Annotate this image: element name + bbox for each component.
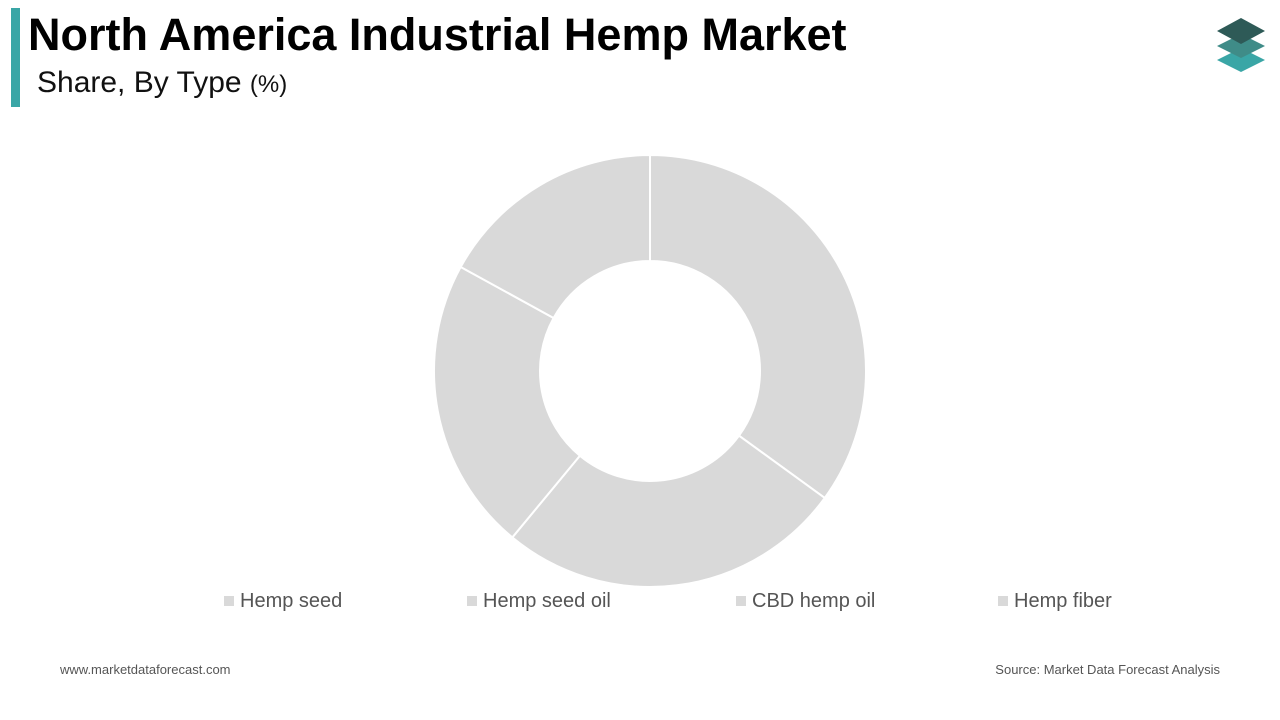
legend-swatch: [224, 596, 234, 606]
donut-slice-hemp-fiber: [459, 153, 651, 320]
legend-label: Hemp seed: [240, 589, 343, 612]
legend-label: Hemp fiber: [1014, 589, 1112, 612]
footer-source: Source: Market Data Forecast Analysis: [995, 662, 1220, 677]
donut-slice-hemp-seed: [649, 153, 867, 500]
stacked-layers-logo-icon: [1217, 18, 1265, 72]
legend-label: CBD hemp oil: [752, 589, 876, 612]
legend-item-hemp-seed: Hemp seed: [224, 588, 342, 614]
legend-item-cbd-hemp-oil: CBD hemp oil: [736, 588, 875, 614]
page-title: North America Industrial Hemp Market: [28, 9, 847, 60]
page-subtitle: Share, By Type (%): [37, 64, 287, 104]
donut-slice-cbd-hemp-oil: [433, 265, 582, 539]
legend-item-hemp-seed-oil: Hemp seed oil: [467, 588, 611, 614]
title-accent-bar: [11, 8, 20, 107]
legend-label: Hemp seed oil: [483, 589, 611, 612]
subtitle-text: Share, By Type: [37, 66, 242, 99]
legend-swatch: [998, 596, 1008, 606]
legend-item-hemp-fiber: Hemp fiber: [998, 588, 1112, 614]
subtitle-unit: (%): [249, 71, 288, 98]
footer-website: www.marketdataforecast.com: [60, 662, 231, 677]
legend-swatch: [736, 596, 746, 606]
legend-swatch: [467, 596, 477, 606]
donut-slice-hemp-seed-oil: [510, 434, 827, 588]
